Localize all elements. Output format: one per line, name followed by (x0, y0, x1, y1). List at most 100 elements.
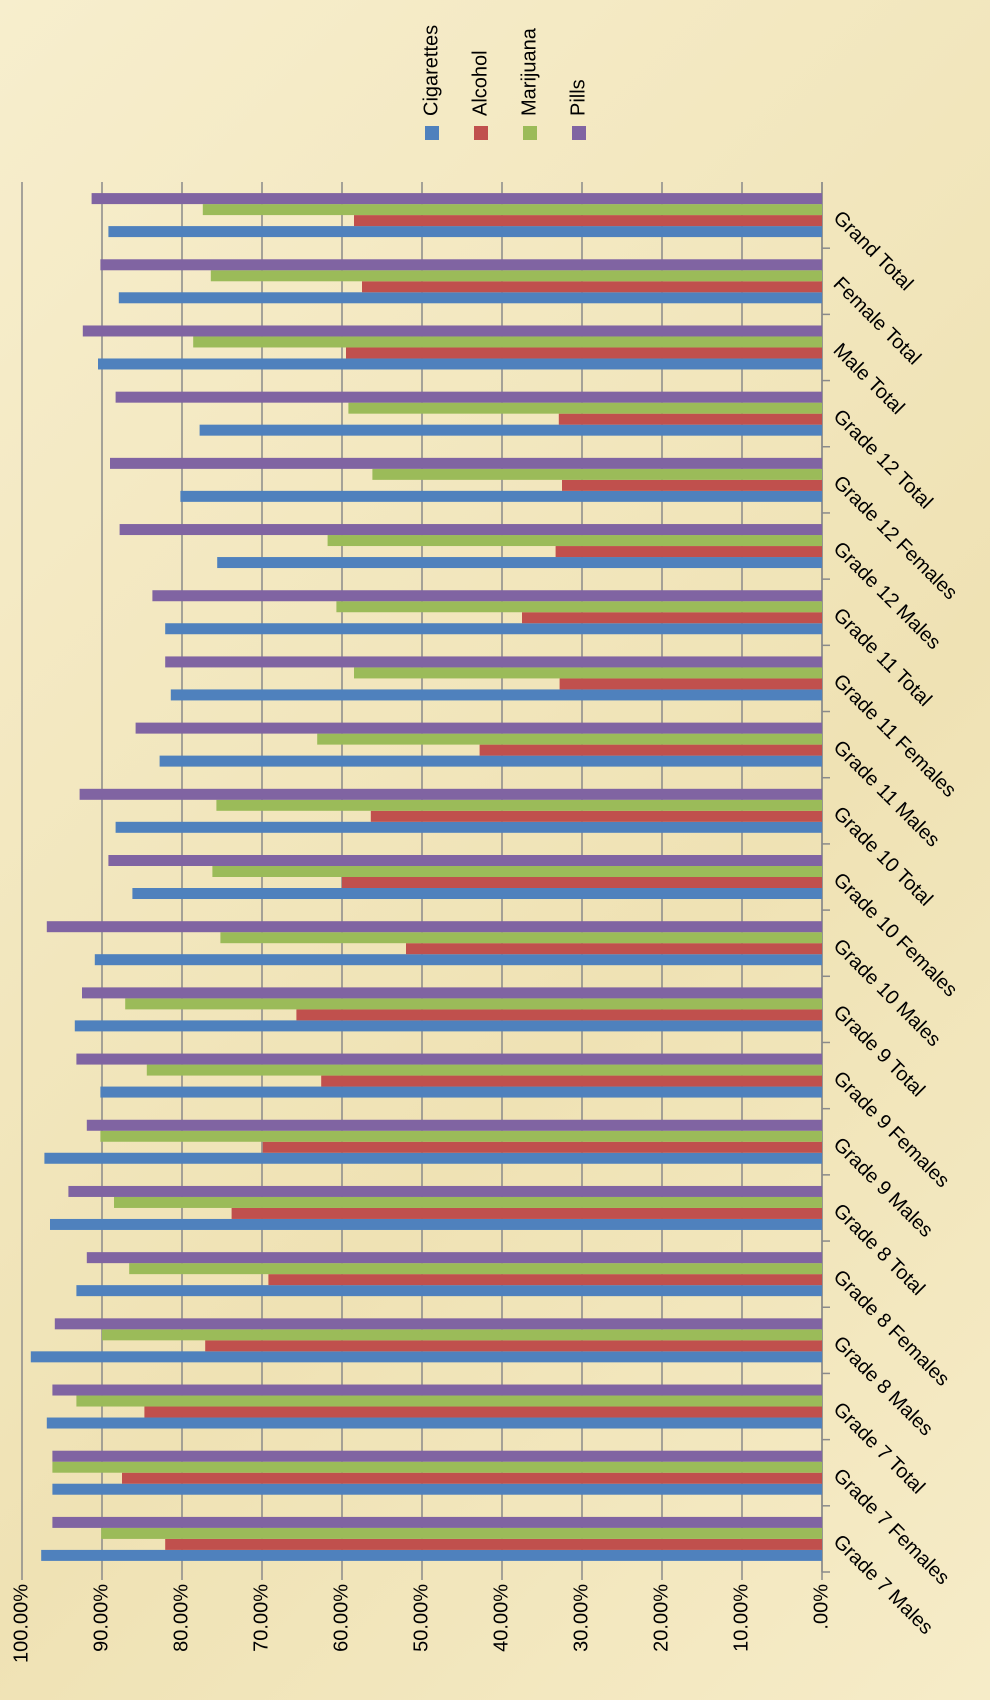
bar (406, 943, 822, 955)
bar (74, 1020, 823, 1032)
x-tick-label: Grade 7 Females (829, 1464, 954, 1589)
bar (165, 656, 822, 668)
bar (54, 1318, 823, 1330)
bar (118, 292, 823, 304)
bar (205, 1340, 822, 1352)
bar (562, 479, 822, 491)
legend-swatch (425, 126, 439, 140)
legend-label: Cigarettes (420, 25, 442, 116)
bar (52, 1450, 822, 1462)
bar (86, 1252, 823, 1264)
bar (212, 866, 822, 877)
y-tick-label: 80.00% (170, 1584, 192, 1652)
bar (44, 1152, 822, 1164)
bar (132, 888, 822, 899)
bar (86, 1119, 823, 1131)
bar (180, 490, 822, 502)
bar (296, 1009, 822, 1021)
y-tick-label: 100.00% (10, 1584, 32, 1663)
legend-swatch (474, 126, 488, 140)
bar (115, 821, 823, 833)
bar (100, 1086, 822, 1098)
bar (82, 987, 822, 999)
bar (30, 1351, 823, 1363)
legend-label: Pills (567, 79, 589, 116)
bar (82, 325, 823, 337)
x-tick-label: Grade 11 Females (829, 670, 961, 802)
legend-label: Alcohol (469, 50, 491, 116)
bar (165, 1538, 822, 1550)
bar (41, 1549, 822, 1561)
legend-swatch (523, 126, 537, 140)
bar (50, 1218, 822, 1230)
bar (220, 932, 822, 944)
bar (76, 1285, 822, 1297)
y-tick-label: 30.00% (570, 1584, 592, 1652)
bar (76, 1053, 822, 1065)
bar (108, 855, 822, 866)
bar (336, 601, 822, 613)
x-tick-label: Grade 12 Females (829, 472, 962, 605)
bar (152, 590, 822, 602)
bar (348, 402, 822, 414)
bar (159, 755, 823, 767)
y-tick-label: 20.00% (650, 1584, 672, 1652)
bar (94, 954, 823, 966)
bar (170, 689, 823, 701)
bar (68, 1185, 822, 1197)
bar (46, 1417, 823, 1429)
bar (231, 1207, 823, 1219)
y-tick-label: 40.00% (490, 1584, 512, 1652)
bar (102, 1329, 822, 1341)
y-tick-label: 60.00% (330, 1584, 352, 1652)
bar (52, 1384, 822, 1396)
bar (110, 457, 822, 469)
bar (327, 535, 822, 547)
bar (268, 1274, 822, 1286)
bar (98, 358, 822, 370)
bar (108, 226, 822, 238)
bar (52, 1461, 822, 1473)
bar (46, 921, 823, 933)
y-tick-label: 90.00% (90, 1584, 112, 1652)
bar (119, 524, 823, 536)
bar (342, 877, 822, 888)
bar (193, 336, 822, 348)
bar (346, 347, 822, 359)
bar (79, 788, 823, 800)
x-tick-label: Grade 8 Females (829, 1266, 954, 1391)
bar (354, 667, 822, 679)
bar (370, 810, 822, 822)
bar (115, 391, 823, 403)
bar (146, 1064, 823, 1076)
bar (559, 678, 822, 690)
y-tick-label: .00% (810, 1584, 832, 1630)
bar (262, 1141, 822, 1153)
y-tick-label: 70.00% (250, 1584, 272, 1652)
bar (52, 1516, 822, 1528)
bar (354, 215, 822, 227)
bar (522, 612, 822, 624)
bar (362, 281, 822, 293)
bar (321, 1075, 822, 1087)
x-tick-label: Grade 9 Females (829, 1067, 954, 1192)
bar (52, 1483, 822, 1495)
legend-swatch (572, 126, 586, 140)
x-tick-label: Grade 10 Females (829, 869, 962, 1002)
bar (317, 733, 822, 745)
bar (135, 722, 823, 734)
bar (165, 623, 822, 635)
bar (76, 1395, 822, 1407)
bar (202, 204, 823, 216)
bar (479, 744, 822, 756)
bar (217, 557, 822, 569)
bar (558, 413, 822, 425)
bar (100, 259, 822, 271)
bar (210, 270, 823, 282)
bar (199, 424, 823, 436)
bar (372, 468, 822, 480)
y-tick-label: 10.00% (730, 1584, 752, 1652)
bar (114, 1196, 822, 1208)
bar (555, 546, 822, 558)
bar (101, 1527, 822, 1539)
